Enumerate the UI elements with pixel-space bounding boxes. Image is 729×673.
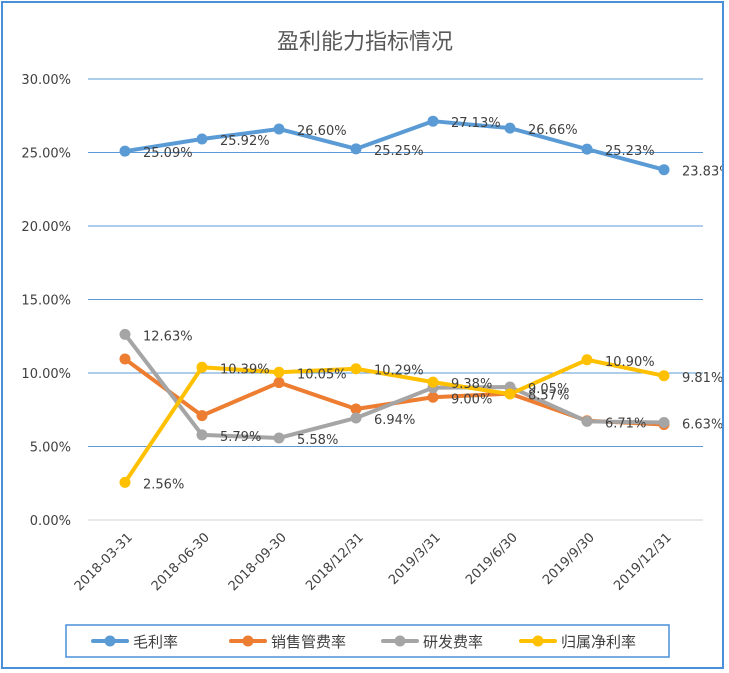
data-point	[504, 388, 516, 400]
legend-box	[65, 624, 670, 658]
data-label: 8.57%	[528, 389, 569, 404]
data-label: 5.79%	[220, 430, 261, 445]
series-line	[123, 332, 666, 440]
series-data-labels: 25.09% 25.92% 26.60% 25.25% 27.13% 26.66% 25.2…	[143, 116, 729, 492]
data-label: 26.66%	[528, 123, 578, 138]
data-point	[427, 115, 439, 127]
data-label: 6.63%	[682, 418, 722, 433]
x-tick-label: 2018-03-31	[72, 530, 136, 594]
y-tick-label: 25.00%	[21, 147, 71, 162]
line-chart: 盈利能力指标情况 0.00% 5.00% 10.00% 15.00% 20.00% 25.…	[21, 30, 729, 658]
legend-marker	[242, 635, 254, 647]
data-label: 10.90%	[605, 355, 655, 370]
data-label: 6.71%	[605, 416, 646, 431]
data-label: 10.05%	[297, 367, 347, 382]
data-label: 27.13%	[451, 116, 501, 131]
data-point	[350, 403, 362, 415]
x-tick-label: 2018-09-30	[226, 530, 290, 594]
data-point	[581, 354, 593, 366]
x-tick-label: 2019/9/30	[540, 530, 598, 588]
data-point	[350, 412, 362, 424]
legend-label: 研发费率	[423, 633, 483, 651]
data-label: 10.29%	[374, 364, 424, 379]
data-label: 5.58%	[297, 433, 338, 448]
data-point	[273, 432, 285, 444]
data-label: 25.09%	[143, 146, 193, 161]
data-point	[350, 143, 362, 155]
data-point	[196, 133, 208, 145]
data-point	[196, 429, 208, 441]
data-label: 9.81%	[682, 371, 722, 386]
legend-marker	[104, 635, 116, 647]
data-point	[350, 363, 362, 375]
series-points	[119, 115, 670, 488]
y-tick-label: 5.00%	[30, 441, 71, 456]
data-point	[273, 123, 285, 135]
x-tick-label: 2018-06-30	[149, 530, 213, 594]
data-point	[119, 353, 131, 365]
data-point	[581, 143, 593, 155]
data-label: 9.00%	[451, 392, 492, 407]
data-point	[119, 476, 131, 488]
legend-marker	[394, 635, 406, 647]
legend-label: 销售管费率	[271, 633, 346, 651]
series-line	[123, 119, 666, 172]
data-label: 26.60%	[297, 124, 347, 139]
data-point	[658, 164, 670, 176]
data-point	[658, 370, 670, 382]
y-axis-ticks: 0.00% 5.00% 10.00% 15.00% 20.00% 25.00% 30.00%	[21, 73, 71, 529]
y-tick-label: 30.00%	[21, 73, 71, 88]
y-tick-label: 0.00%	[30, 514, 71, 529]
data-point	[658, 417, 670, 429]
data-label: 23.83%	[682, 165, 722, 180]
data-point	[119, 328, 131, 340]
data-point	[427, 376, 439, 388]
data-label: 9.38%	[451, 377, 492, 392]
y-tick-label: 15.00%	[21, 294, 71, 309]
series-line	[123, 357, 666, 485]
data-point	[273, 366, 285, 378]
data-point	[581, 415, 593, 427]
data-label: 12.63%	[143, 329, 193, 344]
data-label: 6.94%	[374, 413, 415, 428]
x-tick-label: 2019/3/31	[386, 530, 444, 588]
gridlines	[88, 78, 703, 521]
data-point	[196, 410, 208, 422]
data-label: 2.56%	[143, 477, 184, 492]
legend-marker	[532, 635, 544, 647]
x-tick-label: 2019/6/30	[463, 530, 521, 588]
x-axis-ticks: 2018-03-31 2018-06-30 2018-09-30 2018/12/31…	[72, 530, 675, 594]
data-point	[427, 391, 439, 403]
data-point	[119, 145, 131, 157]
y-tick-label: 20.00%	[21, 220, 71, 235]
legend-label: 归属净利率	[561, 633, 636, 651]
data-label: 25.23%	[605, 144, 655, 159]
x-tick-label: 2018/12/31	[303, 530, 367, 594]
data-point	[504, 122, 516, 134]
data-label: 25.25%	[374, 144, 424, 159]
legend-label: 毛利率	[133, 633, 178, 651]
data-label: 25.92%	[220, 134, 270, 149]
x-tick-label: 2019/12/31	[611, 530, 675, 594]
data-point	[196, 361, 208, 373]
data-point	[273, 377, 285, 389]
chart-title: 盈利能力指标情况	[277, 30, 453, 55]
data-label: 10.39%	[220, 362, 270, 377]
y-tick-label: 10.00%	[21, 367, 71, 382]
series-lines	[123, 119, 666, 485]
legend: 毛利率 销售管费率 研发费率 归属净利率	[65, 624, 670, 658]
data-label: 9.05%	[528, 382, 569, 397]
